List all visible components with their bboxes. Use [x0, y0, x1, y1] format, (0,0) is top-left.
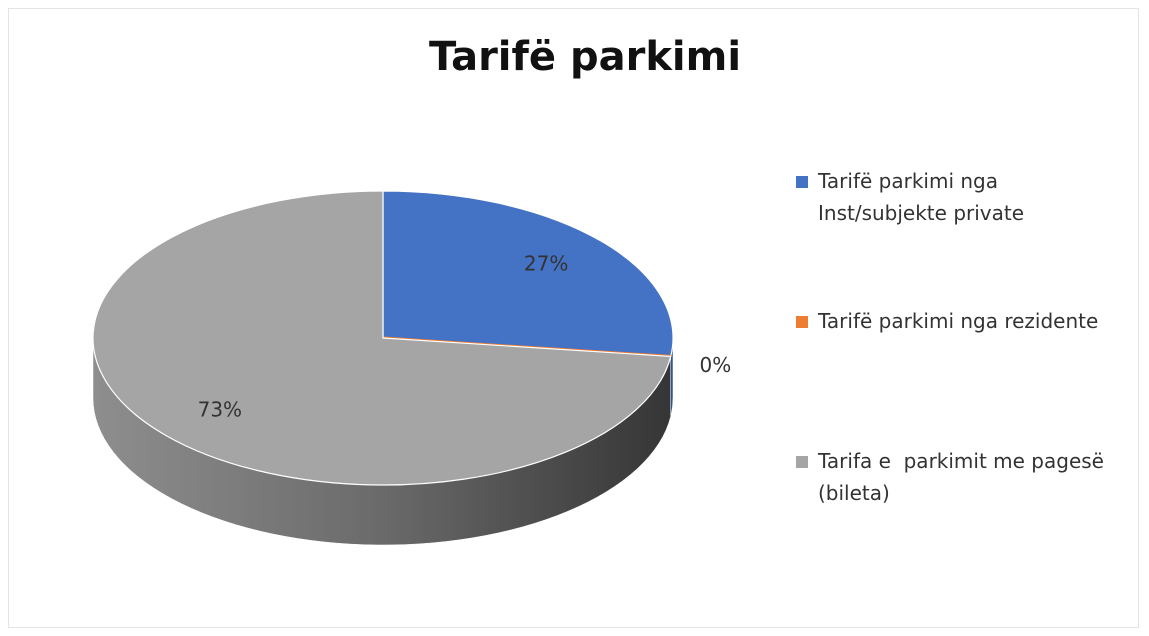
legend-item: Tarifë parkimi nga Inst/subjekte private — [796, 165, 1126, 229]
legend-label: Tarifë parkimi nga rezidente — [818, 309, 1099, 333]
legend-label: Tarifë parkimi nga Inst/subjekte private — [818, 169, 1025, 225]
data-label: 73% — [198, 397, 242, 421]
data-label: 0% — [699, 353, 731, 377]
legend-item: Tarifë parkimi nga rezidente — [796, 305, 1126, 337]
slice — [92, 190, 672, 486]
chart-frame — [8, 8, 1139, 628]
legend-swatch — [796, 176, 808, 188]
legend-swatch — [796, 316, 808, 328]
slice — [382, 190, 674, 358]
legend-item: Tarifa e parkimit me pagesë (bileta) — [796, 445, 1126, 509]
chart-title: Tarifë parkimi — [428, 34, 742, 80]
legend-label: Tarifa e parkimit me pagesë (bileta) — [818, 449, 1111, 505]
data-label: 27% — [524, 252, 568, 276]
legend-swatch — [796, 456, 808, 468]
